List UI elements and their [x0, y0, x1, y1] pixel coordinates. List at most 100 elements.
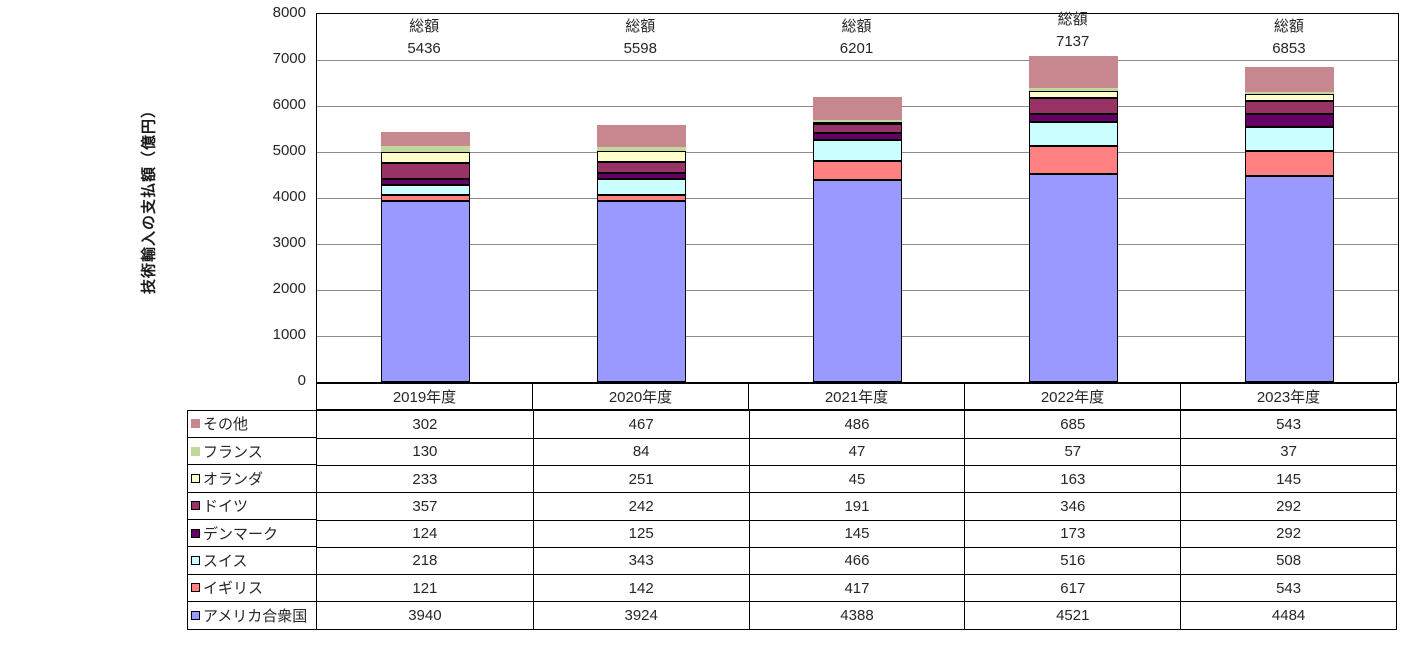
- bar-segment: [1029, 87, 1119, 91]
- total-label-caption: 総額: [1273, 18, 1304, 35]
- series-label-row: ドイツ: [188, 491, 316, 519]
- total-label-caption: 総額: [409, 18, 440, 35]
- bar-segment: [596, 146, 686, 151]
- y-tick-label: 0: [297, 372, 306, 389]
- bar-segment: [813, 160, 902, 181]
- bar-segment: [1245, 100, 1335, 114]
- total-label-value: 5598: [623, 40, 657, 57]
- bar-segment: [813, 139, 902, 161]
- series-label-row: デンマーク: [188, 519, 316, 546]
- y-axis-title: 技術輸入の支払額（億円）: [140, 101, 158, 295]
- bar-segment: [1245, 67, 1335, 93]
- table-value-cell: 57: [964, 437, 1181, 465]
- table-value-cell: 685: [964, 410, 1180, 438]
- bar-segment: [1029, 56, 1119, 88]
- table-value-cell: 302: [412, 415, 438, 433]
- table-value-cell: 543: [1180, 410, 1396, 438]
- bar-segment: [596, 201, 686, 382]
- series-label-row: スイス: [188, 546, 316, 573]
- series-name: その他: [203, 416, 249, 434]
- legend-marker-icon: [191, 446, 200, 456]
- y-tick-label: 3000: [272, 234, 306, 251]
- table-value-cell: 3940: [317, 601, 533, 628]
- total-label-value: 7137: [1056, 33, 1090, 51]
- series-label-row: イギリス: [188, 573, 316, 601]
- total-label-caption: 総額: [625, 18, 656, 35]
- bar-segment: [596, 162, 686, 174]
- bar-segment: [380, 146, 470, 153]
- table-value-cell: 3924: [532, 601, 749, 629]
- table-value-cell: 346: [964, 492, 1181, 520]
- table-value-cell: 4388: [748, 601, 965, 629]
- table-value-cell: 292: [1180, 492, 1396, 520]
- table-value-cell: 130: [317, 437, 533, 465]
- bar-total-label: 総額 5436: [316, 16, 532, 60]
- table-value-cell: 617: [964, 574, 1181, 602]
- table-value-cell: 467: [532, 410, 749, 438]
- table-value-cell: 37: [1180, 437, 1396, 465]
- total-label-value: 5436: [407, 40, 441, 57]
- year-header-cell: 2019年度: [392, 389, 457, 406]
- table-value-cell: 124: [317, 519, 533, 547]
- table-value-cell: 417: [748, 574, 965, 602]
- bar-segment: [1029, 98, 1119, 114]
- legend-marker-icon: [191, 501, 200, 511]
- bar-segment: [380, 185, 470, 196]
- bar-segment: [380, 179, 470, 186]
- table-value-cell: 486: [748, 410, 965, 438]
- bar-segment: [1029, 145, 1119, 175]
- table-value-cell: 543: [1180, 574, 1396, 602]
- table-value-cell: 191: [748, 492, 965, 520]
- y-tick-label: 2000: [272, 280, 306, 297]
- series-label-row: その他: [188, 411, 316, 437]
- legend-marker-icon: [191, 556, 200, 566]
- y-tick-label: 1000: [272, 326, 306, 343]
- bar-segment: [596, 125, 686, 147]
- table-value-cell: 163: [964, 465, 1181, 493]
- y-tick-label: 5000: [272, 142, 306, 159]
- series-name: イギリス: [203, 580, 264, 598]
- bar-segment: [1029, 113, 1119, 122]
- bar-segment: [1245, 175, 1335, 382]
- bar-total-label: 総額 5598: [532, 16, 748, 60]
- year-header-cell: 2020年度: [532, 384, 748, 409]
- table-value-cell: 466: [748, 546, 965, 574]
- legend-marker-icon: [191, 473, 200, 483]
- bar-segment: [380, 200, 470, 382]
- table-value-cell: 251: [532, 465, 749, 493]
- table-value-cell: 121: [317, 574, 533, 601]
- year-header-cell: 2022年度: [964, 384, 1180, 409]
- series-name: アメリカ合衆国: [203, 607, 308, 625]
- table-value-cell: 84: [532, 437, 749, 465]
- year-header-cell: 2023年度: [1180, 384, 1396, 409]
- table-value-cell: 125: [532, 519, 749, 547]
- bar-segment: [380, 132, 470, 147]
- gridline: [317, 59, 1398, 61]
- bar-segment: [380, 195, 470, 201]
- table-value-cell: 45: [748, 465, 965, 493]
- table-value-cell: 145: [748, 519, 965, 547]
- bar-segment: [813, 124, 902, 133]
- y-tick-label: 7000: [272, 50, 306, 67]
- bar-segment: [596, 173, 686, 180]
- bar-segment: [1029, 121, 1119, 146]
- series-name: フランス: [203, 443, 263, 461]
- bar-segment: [596, 150, 686, 163]
- table-value-cell: 218: [317, 546, 533, 574]
- table-series-label-column: その他 フランス オランダ ドイツ デンマーク スイス イギリス アメリカ合衆国: [187, 409, 316, 630]
- bar-segment: [813, 132, 902, 140]
- series-label-row: アメリカ合衆国: [188, 601, 316, 628]
- table-value-cell: 343: [532, 546, 749, 574]
- y-tick-label: 4000: [272, 188, 306, 205]
- bar-total-label: 総額 6201: [748, 16, 964, 60]
- table-value-cell: 145: [1180, 465, 1396, 493]
- bar-segment: [813, 180, 902, 382]
- table-value-cell: 357: [317, 492, 533, 519]
- legend-marker-icon: [191, 583, 200, 593]
- total-label-value: 6201: [839, 40, 874, 57]
- year-header-cell: 2021年度: [748, 384, 964, 409]
- bar-segment: [813, 119, 902, 122]
- bar-segment: [813, 97, 902, 120]
- bar-total-label: 総額 6853: [1181, 16, 1397, 60]
